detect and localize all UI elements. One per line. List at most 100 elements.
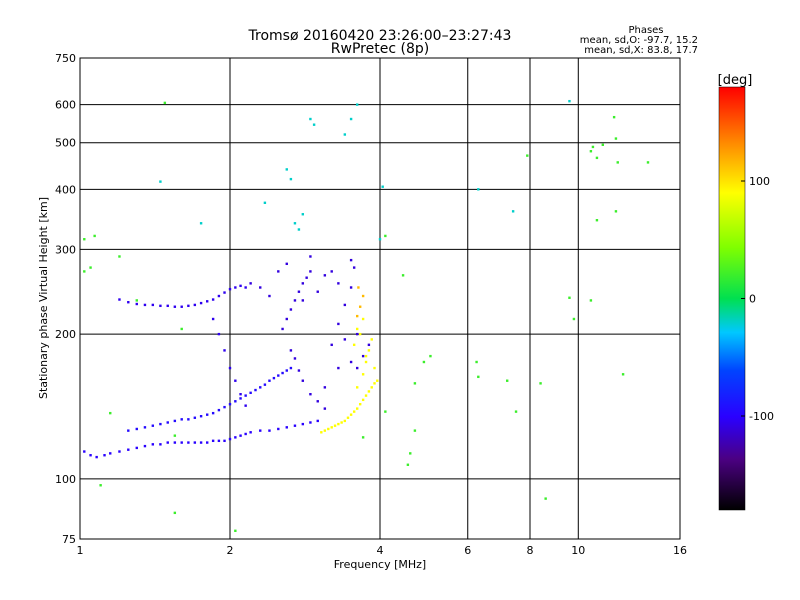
data-point [199,441,203,444]
data-point [361,294,365,298]
data-point [193,441,197,444]
data-point [234,286,237,289]
data-point [166,441,169,444]
data-point [285,262,288,266]
data-point [591,145,595,149]
data-point [277,270,280,273]
data-point [187,418,190,421]
data-point [370,338,373,341]
data-point [109,411,112,415]
data-point [281,327,284,331]
data-point [166,304,169,308]
data-point [355,386,359,389]
x-tick-label: 2 [227,544,234,557]
data-point [337,422,340,426]
data-point [151,424,155,427]
data-point [511,210,515,213]
phase-o-stats: mean, sd,O: -97.7, 15.2 [580,35,698,46]
y-tick-label: 75 [62,533,76,546]
data-point [429,354,432,358]
colorbar-ticks: -100 0 100 [741,175,774,423]
data-point [83,270,86,273]
data-point [401,274,405,277]
data-point [259,386,262,389]
data-point [355,366,359,370]
data-point [281,371,284,375]
x-tick-label: 6 [464,544,471,557]
data-point [180,418,183,421]
data-point [358,332,362,336]
data-point [199,301,203,305]
data-point [272,376,276,380]
data-point [316,400,319,403]
data-point [568,296,571,299]
data-point [187,304,190,308]
data-point [163,101,167,105]
data-point [361,398,365,402]
data-point [301,422,305,426]
data-point [297,369,301,372]
data-point [337,282,340,285]
data-point [355,332,359,336]
data-point [228,366,232,370]
data-point [539,382,542,385]
data-point [173,511,177,515]
data-point [340,421,343,424]
data-point [316,290,319,293]
data-point [477,375,480,379]
data-point [349,413,353,416]
data-point [285,317,288,321]
data-point [589,150,593,153]
data-point [99,484,102,487]
data-point [378,238,382,241]
data-point [349,360,353,364]
data-point [309,270,312,273]
data-point [173,434,177,437]
data-point [244,432,247,436]
data-point [544,497,547,500]
data-point [173,305,177,308]
data-point [249,282,252,285]
data-point [361,354,365,358]
data-point [151,443,155,446]
data-point [343,338,347,341]
data-point [352,343,356,347]
chart-title: Tromsø 20160420 23:26:00–23:27:43 [248,28,512,44]
data-point [217,439,221,443]
data-point [234,529,237,533]
x-tick-label: 16 [673,544,687,557]
data-point [244,404,247,407]
data-point [93,234,96,238]
data-point [301,282,305,285]
colorbar-tick-label: 0 [749,293,756,306]
data-point [343,133,347,136]
data-points [83,99,650,533]
data-point [337,322,340,326]
data-point [413,382,417,385]
data-point [109,452,112,455]
data-point [364,360,368,364]
data-point [293,222,297,225]
y-tick-label: 400 [55,183,76,196]
data-point [223,439,226,443]
data-point [309,255,312,258]
data-point [358,402,362,406]
data-point [166,421,169,424]
data-point [285,426,288,429]
data-point [249,431,252,434]
data-point [381,185,384,188]
data-point [180,441,183,444]
data-point [349,117,353,121]
x-tick-label: 8 [527,544,534,557]
data-point [409,452,412,455]
data-point [89,266,92,269]
data-point [595,219,599,222]
data-point [239,434,242,437]
data-point [118,298,121,301]
data-point [309,393,312,396]
data-point [254,388,257,392]
data-point [173,441,177,444]
y-tick-label: 100 [55,473,76,486]
data-point [135,446,138,450]
